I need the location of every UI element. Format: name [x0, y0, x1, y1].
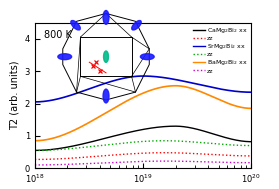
Ellipse shape: [140, 54, 154, 60]
Legend: CaMg$_2$Bi$_2$ xx, zz, SrMg$_2$Bi$_2$ xx, zz, BaMg$_2$Bi$_2$ xx, zz: CaMg$_2$Bi$_2$ xx, zz, SrMg$_2$Bi$_2$ xx…: [190, 23, 251, 76]
Y-axis label: T2 (arb. units): T2 (arb. units): [9, 61, 19, 130]
Ellipse shape: [104, 51, 109, 62]
Text: 800 K: 800 K: [44, 30, 71, 40]
Ellipse shape: [58, 54, 72, 60]
Ellipse shape: [132, 21, 141, 30]
Ellipse shape: [103, 11, 109, 24]
Ellipse shape: [71, 21, 80, 30]
Ellipse shape: [103, 89, 109, 103]
